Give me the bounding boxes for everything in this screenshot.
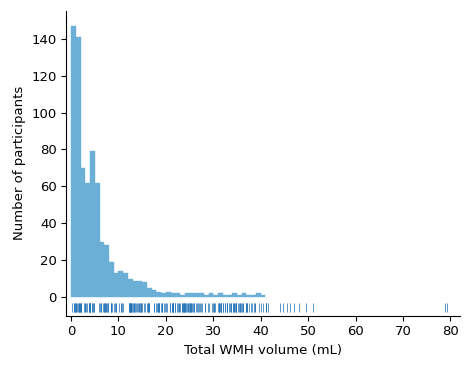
Bar xyxy=(156,292,161,297)
Bar xyxy=(71,26,76,297)
Bar xyxy=(223,295,228,297)
Bar xyxy=(185,294,190,297)
Bar xyxy=(137,280,142,297)
Bar xyxy=(161,294,166,297)
Bar xyxy=(251,295,256,297)
Bar xyxy=(180,295,185,297)
Bar xyxy=(242,294,246,297)
Bar xyxy=(90,151,95,297)
Bar xyxy=(199,294,204,297)
Bar xyxy=(114,273,118,297)
Bar xyxy=(171,294,175,297)
Bar xyxy=(85,183,90,297)
Bar xyxy=(109,262,114,297)
Bar xyxy=(190,294,194,297)
Bar xyxy=(256,294,261,297)
Bar xyxy=(142,282,147,297)
Bar xyxy=(133,280,137,297)
X-axis label: Total WMH volume (mL): Total WMH volume (mL) xyxy=(184,344,342,357)
Bar xyxy=(118,271,123,297)
Bar xyxy=(152,290,156,297)
Bar xyxy=(209,294,213,297)
Bar xyxy=(194,294,199,297)
Bar xyxy=(175,294,180,297)
Bar xyxy=(218,294,223,297)
Bar xyxy=(261,295,265,297)
Bar xyxy=(166,292,171,297)
Bar xyxy=(76,37,81,297)
Bar xyxy=(204,295,209,297)
Bar xyxy=(81,168,85,297)
Bar xyxy=(246,295,251,297)
Bar xyxy=(100,242,104,297)
Bar xyxy=(123,273,128,297)
Y-axis label: Number of participants: Number of participants xyxy=(13,86,26,240)
Bar xyxy=(95,183,100,297)
Bar xyxy=(104,246,109,297)
Bar xyxy=(147,288,152,297)
Bar xyxy=(232,294,237,297)
Bar xyxy=(213,295,218,297)
Bar xyxy=(128,279,133,297)
Bar xyxy=(228,295,232,297)
Bar xyxy=(237,295,242,297)
